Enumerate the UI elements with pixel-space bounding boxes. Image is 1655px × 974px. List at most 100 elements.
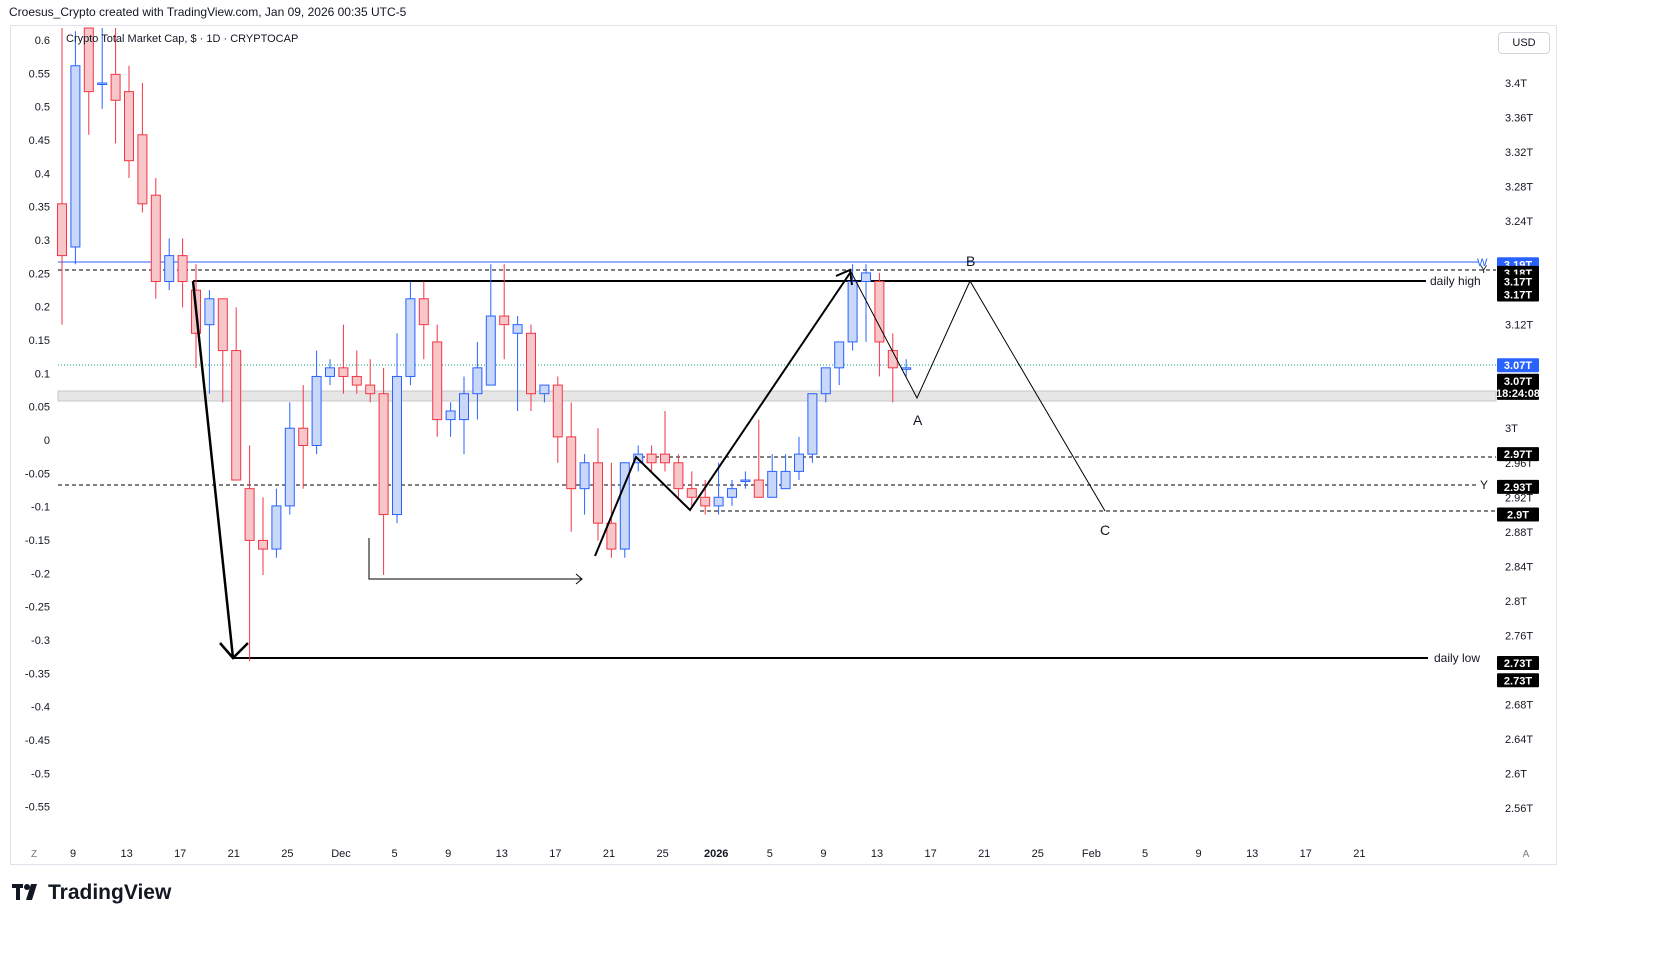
candle[interactable]: [418, 281, 429, 360]
candle-body: [164, 255, 175, 283]
candle[interactable]: [673, 454, 684, 498]
candle[interactable]: [137, 83, 148, 213]
price-badge-text: 18:24:08: [1496, 388, 1540, 400]
candle[interactable]: [753, 419, 764, 498]
price-badge: [1497, 287, 1539, 302]
candle[interactable]: [231, 307, 242, 481]
candle-body: [794, 453, 804, 472]
candle[interactable]: [847, 264, 858, 351]
candle-body: [887, 350, 898, 369]
candle[interactable]: [459, 376, 469, 455]
candle[interactable]: [97, 28, 108, 109]
candle-body: [673, 462, 684, 490]
candle[interactable]: [177, 238, 188, 308]
candle-body: [284, 427, 295, 507]
candle[interactable]: [740, 471, 751, 489]
candle[interactable]: [298, 385, 309, 489]
candle[interactable]: [338, 324, 349, 394]
candle-body: [861, 272, 871, 283]
candle[interactable]: [874, 272, 885, 377]
x-axis-tick: 25: [1032, 848, 1044, 860]
price-badge: [1497, 373, 1539, 388]
candle[interactable]: [794, 436, 804, 481]
candle[interactable]: [566, 402, 577, 532]
candle[interactable]: [727, 480, 737, 506]
candle[interactable]: [901, 359, 912, 377]
candle[interactable]: [325, 359, 335, 386]
candle[interactable]: [150, 177, 161, 299]
candle[interactable]: [861, 264, 871, 342]
candle[interactable]: [405, 281, 416, 386]
currency-button[interactable]: USD: [1498, 32, 1550, 54]
candle[interactable]: [351, 350, 362, 394]
candle[interactable]: [392, 333, 402, 524]
candle-body: [606, 522, 617, 550]
candle[interactable]: [713, 462, 724, 515]
candle-body: [124, 91, 134, 162]
candle[interactable]: [593, 428, 603, 541]
candle[interactable]: [271, 488, 282, 558]
candle[interactable]: [204, 290, 215, 394]
right-axis-tick: 2.92T: [1505, 492, 1533, 504]
candle[interactable]: [579, 454, 590, 515]
candle[interactable]: [311, 350, 322, 455]
candle-body: [753, 479, 764, 498]
candle[interactable]: [526, 324, 536, 411]
candle-body: [713, 496, 724, 507]
left-axis-tick: 0: [44, 435, 50, 447]
time-arrowhead: [575, 573, 583, 585]
price-badge: [1497, 358, 1539, 373]
right-axis-tick: 3.32T: [1505, 147, 1533, 159]
tradingview-logo[interactable]: TradingView: [12, 880, 171, 906]
candle[interactable]: [552, 376, 563, 463]
candle[interactable]: [767, 454, 778, 498]
candle[interactable]: [834, 341, 845, 386]
candle[interactable]: [110, 28, 121, 144]
candle[interactable]: [807, 393, 818, 463]
candle-body: [499, 315, 510, 326]
x-axis-tick: 5: [767, 848, 773, 860]
candle[interactable]: [646, 445, 657, 472]
candle[interactable]: [499, 264, 510, 360]
x-axis-tick: 9: [70, 848, 76, 860]
candle[interactable]: [378, 367, 389, 575]
candle[interactable]: [485, 264, 496, 386]
x-axis-tick: 21: [978, 848, 990, 860]
candle[interactable]: [244, 445, 255, 662]
x-axis-tick: 9: [1196, 848, 1202, 860]
x-axis-corner-left[interactable]: Z: [31, 849, 37, 860]
left-axis-tick: 0.2: [35, 302, 50, 314]
candle[interactable]: [124, 65, 134, 178]
candle[interactable]: [887, 333, 898, 403]
price-badge-text: 2.73T: [1504, 658, 1532, 670]
candle[interactable]: [57, 28, 67, 325]
candle[interactable]: [258, 497, 268, 575]
candle[interactable]: [284, 402, 295, 515]
wave-label-b: B: [966, 253, 975, 269]
x-axis-tick: 5: [1142, 848, 1148, 860]
candle[interactable]: [512, 316, 523, 411]
candle[interactable]: [660, 410, 670, 472]
candle[interactable]: [780, 454, 791, 490]
price-badge-text: 2.97T: [1504, 449, 1532, 461]
candle-body: [244, 488, 255, 541]
candle[interactable]: [217, 298, 228, 403]
left-axis-tick: -0.4: [31, 702, 50, 714]
candle[interactable]: [164, 238, 175, 291]
candle[interactable]: [70, 31, 81, 265]
right-axis-tick: 2.68T: [1505, 699, 1533, 711]
candle[interactable]: [472, 341, 483, 420]
candle[interactable]: [606, 462, 617, 558]
candle[interactable]: [820, 367, 831, 403]
candle[interactable]: [539, 384, 550, 403]
x-axis-corner-right[interactable]: A: [1523, 849, 1530, 860]
candle[interactable]: [83, 27, 94, 135]
candle[interactable]: [365, 359, 376, 403]
chart-frame: [10, 25, 1557, 865]
candle[interactable]: [432, 324, 443, 437]
candle[interactable]: [445, 402, 456, 437]
candle[interactable]: [686, 471, 697, 506]
x-axis-tick: 13: [496, 848, 508, 860]
candle[interactable]: [619, 462, 630, 558]
